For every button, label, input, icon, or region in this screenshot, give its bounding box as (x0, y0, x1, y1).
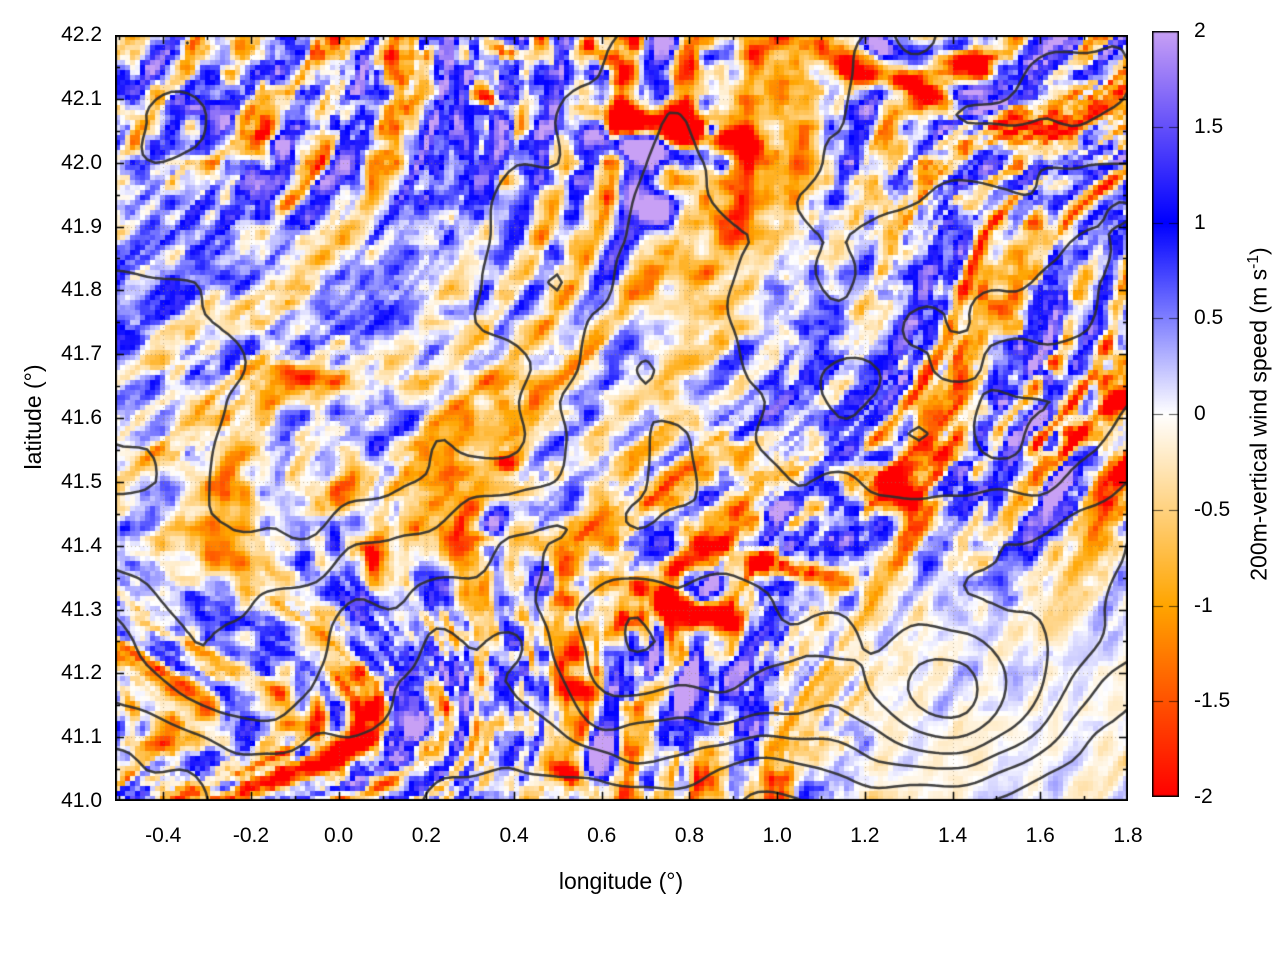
y-tick-label: 41.8 (61, 278, 102, 302)
y-axis-title: latitude (°) (20, 364, 46, 470)
colorbar-title: 200m-vertical wind speed (m s-1) (1240, 94, 1272, 734)
colorbar-tick-label: -2 (1194, 785, 1213, 808)
x-tick-label: 0.6 (587, 824, 617, 847)
colorbar-tick-label: 1 (1194, 210, 1206, 234)
colorbar (1152, 31, 1179, 797)
colorbar-tick-label: -1.5 (1194, 689, 1231, 713)
y-tick-label: 41.9 (61, 214, 102, 238)
x-tick-label: 1.8 (1113, 824, 1143, 847)
y-tick-label: 41.1 (61, 725, 102, 749)
colorbar-title-sup: -1 (1245, 254, 1262, 269)
y-tick-label: 42.0 (61, 150, 102, 174)
x-tick-label: 0.2 (411, 824, 441, 847)
x-axis-title: longitude (°) (558, 868, 684, 894)
x-tick-label: -0.2 (232, 824, 270, 847)
y-tick-label: 41.3 (61, 597, 102, 621)
colorbar-tick-label: 2 (1194, 19, 1206, 42)
colorbar-tick-label: 0 (1194, 402, 1206, 425)
colorbar-title-main: 200m-vertical wind speed (m s (1245, 268, 1272, 581)
x-tick-label: 0.4 (499, 824, 529, 847)
y-tick-label: 42.1 (61, 86, 102, 110)
y-tick-label: 41.6 (61, 406, 102, 429)
y-tick-label: 42.2 (61, 23, 102, 46)
colorbar-tick-label: 0.5 (1194, 306, 1224, 330)
x-tick-label: -0.4 (145, 824, 182, 847)
heatmap-plot (115, 35, 1128, 801)
y-tick-label: 41.4 (61, 533, 102, 557)
x-tick-label: 0.0 (324, 824, 354, 847)
x-tick-label: 1.4 (937, 824, 968, 847)
y-tick-label: 41.2 (61, 661, 102, 685)
colorbar-title-close: ) (1245, 247, 1272, 255)
y-tick-label: 41.5 (61, 469, 102, 493)
colorbar-tick-label: 1.5 (1194, 114, 1224, 138)
y-tick-label: 41.0 (61, 789, 102, 812)
x-tick-label: 1.0 (762, 824, 792, 847)
x-tick-label: 1.2 (850, 824, 880, 847)
x-tick-label: 1.6 (1025, 824, 1055, 847)
x-tick-label: 0.8 (674, 824, 705, 847)
colorbar-tick-label: -0.5 (1194, 497, 1231, 521)
y-tick-label: 41.7 (61, 342, 102, 366)
colorbar-tick-label: -1 (1194, 593, 1213, 617)
